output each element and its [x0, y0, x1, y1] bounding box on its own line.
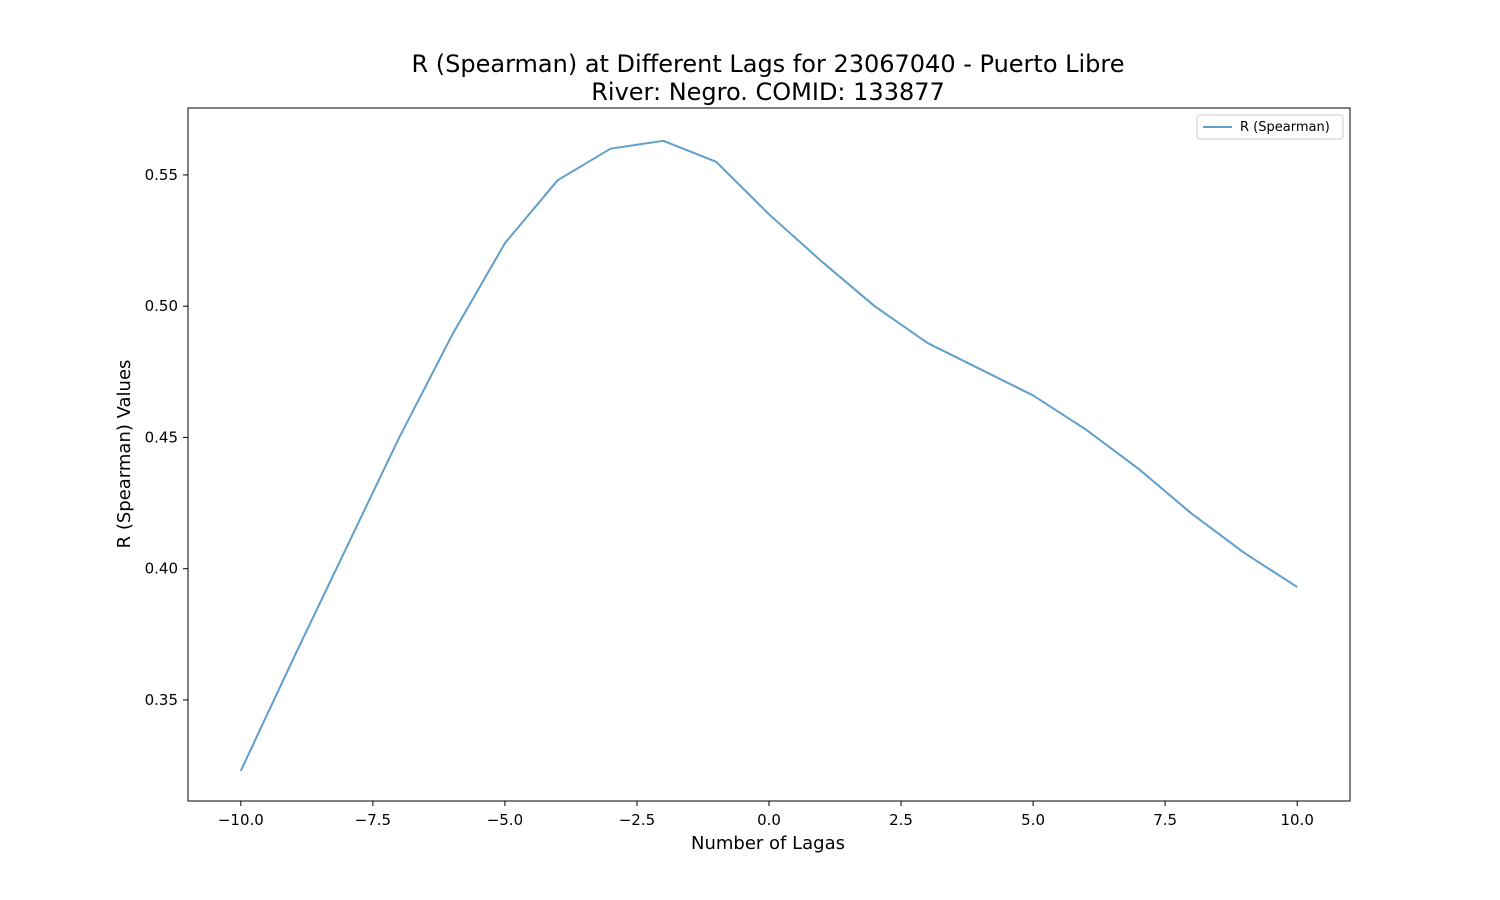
data-point	[1244, 552, 1245, 553]
data-point	[399, 437, 400, 438]
data-point	[980, 369, 981, 370]
y-axis-label: R (Spearman) Values	[114, 360, 135, 549]
x-tick-label: 10.0	[1280, 811, 1313, 829]
data-point	[1191, 513, 1192, 514]
plot-frame	[187, 107, 1351, 802]
x-tick-label: 5.0	[1021, 811, 1045, 829]
x-tick-label: 0.0	[757, 811, 781, 829]
chart-subtitle: River: Negro. COMID: 133877	[591, 78, 945, 106]
plot-area: −10.0 −7.5 −5.0 −2.5 0.0 2.5 5.0 7.5 10.0 0.350.…	[145, 107, 1351, 829]
data-point	[1033, 395, 1034, 396]
data-point	[821, 261, 822, 262]
legend-label: R (Spearman)	[1240, 120, 1330, 135]
x-tick-label: 2.5	[889, 811, 913, 829]
data-point	[452, 335, 453, 336]
data-point	[557, 180, 558, 181]
y-tick-label: 0.50	[145, 297, 178, 315]
data-point	[1297, 587, 1298, 588]
data-point	[1138, 468, 1139, 469]
data-point	[769, 214, 770, 215]
data-point	[1085, 429, 1086, 430]
x-tick-label: −10.0	[218, 811, 264, 829]
x-tick-label: 7.5	[1153, 811, 1177, 829]
x-tick-label: −5.0	[487, 811, 523, 829]
legend-box	[1196, 114, 1344, 140]
data-point	[663, 140, 664, 141]
data-point	[927, 342, 928, 343]
data-point	[716, 161, 717, 162]
x-tick-label: −2.5	[619, 811, 655, 829]
series-line-r-spearman	[239, 139, 1298, 772]
legend: R (Spearman)	[1196, 114, 1344, 140]
data-point	[293, 657, 294, 658]
x-axis-label: Number of Lagas	[691, 833, 845, 854]
y-tick-label: 0.35	[145, 691, 178, 709]
data-point	[240, 770, 241, 771]
data-point	[346, 547, 347, 548]
chart-title: R (Spearman) at Different Lags for 23067…	[411, 50, 1124, 78]
y-tick-label: 0.40	[145, 560, 178, 578]
x-axis: −10.0 −7.5 −5.0 −2.5 0.0 2.5 5.0 7.5 10.0	[218, 801, 1314, 829]
data-point	[610, 148, 611, 149]
y-axis: 0.35 0.40 0.45 0.50 0.55	[145, 166, 188, 709]
data-point	[874, 306, 875, 307]
data-point	[504, 243, 505, 244]
y-tick-label: 0.55	[145, 166, 178, 184]
y-tick-label: 0.45	[145, 428, 178, 446]
series-layer	[239, 139, 1298, 772]
x-tick-label: −7.5	[355, 811, 391, 829]
